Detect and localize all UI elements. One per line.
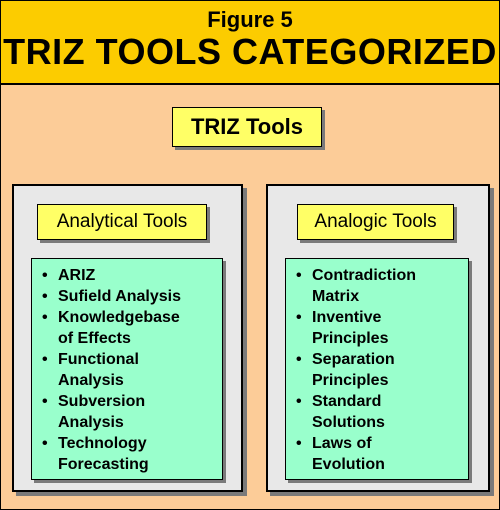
tool-item-text: Principles (312, 372, 389, 389)
tool-item: • Technology Forecasting (42, 433, 216, 475)
bullet-icon: • (296, 309, 302, 326)
tool-item-text: Analysis (58, 414, 124, 431)
figure-title: TRIZ TOOLS CATEGORIZED (3, 31, 497, 72)
tool-item: • Functional Analysis (42, 349, 216, 391)
tool-item-text: Sufield Analysis (58, 288, 181, 305)
tool-item: • Inventive Principles (296, 307, 462, 349)
tool-item-text: Laws of (312, 435, 372, 452)
bullet-icon: • (296, 435, 302, 452)
tool-item-text: Knowledgebase (58, 309, 180, 326)
figure-label: Figure 5 (207, 7, 293, 32)
tool-item-text: Technology (58, 435, 147, 452)
bullet-icon: • (42, 393, 48, 410)
tool-item-text: Separation (312, 351, 395, 368)
tool-item-text: Subversion (58, 393, 146, 410)
bullet-icon: • (296, 267, 302, 284)
tool-item-text: ARIZ (58, 267, 96, 284)
tool-item-text: Matrix (312, 288, 360, 305)
tool-item-text: Functional (58, 351, 139, 368)
root-node: TRIZ Tools (172, 107, 322, 147)
figure-header: Figure 5 TRIZ TOOLS CATEGORIZED (1, 1, 499, 85)
bullet-icon: • (42, 267, 48, 284)
tool-item-text: Forecasting (58, 456, 149, 473)
tool-item: • Separation Principles (296, 349, 462, 391)
bullet-icon: • (42, 288, 48, 305)
bullet-icon: • (42, 435, 48, 452)
tool-item: • Contradiction Matrix (296, 265, 462, 307)
analytical-tools-list: • ARIZ • Sufield Analysis • Knowledgebase of E… (31, 258, 223, 480)
tool-item: • Knowledgebase of Effects (42, 307, 216, 349)
tool-item-text: Analysis (58, 372, 124, 389)
tool-item-text: of Effects (58, 330, 131, 347)
tool-item-text: Principles (312, 330, 389, 347)
tool-item-text: Standard (312, 393, 382, 410)
tool-item-text: Contradiction (312, 267, 416, 284)
bullet-icon: • (296, 351, 302, 368)
tool-item: • Laws of Evolution (296, 433, 462, 475)
analogic-tools-label: Analogic Tools (297, 204, 454, 240)
tool-item-text: Solutions (312, 414, 385, 431)
tool-item: • Standard Solutions (296, 391, 462, 433)
tool-item-text: Inventive (312, 309, 382, 326)
bullet-icon: • (42, 309, 48, 326)
bullet-icon: • (296, 393, 302, 410)
bullet-icon: • (42, 351, 48, 368)
analogic-tools-list: • Contradiction Matrix • Inventive Principles… (285, 258, 469, 480)
analytical-tools-label: Analytical Tools (37, 204, 207, 240)
tool-item: • Sufield Analysis (42, 286, 216, 307)
tool-item: • ARIZ (42, 265, 216, 286)
tool-item: • Subversion Analysis (42, 391, 216, 433)
tool-item-text: Evolution (312, 456, 385, 473)
